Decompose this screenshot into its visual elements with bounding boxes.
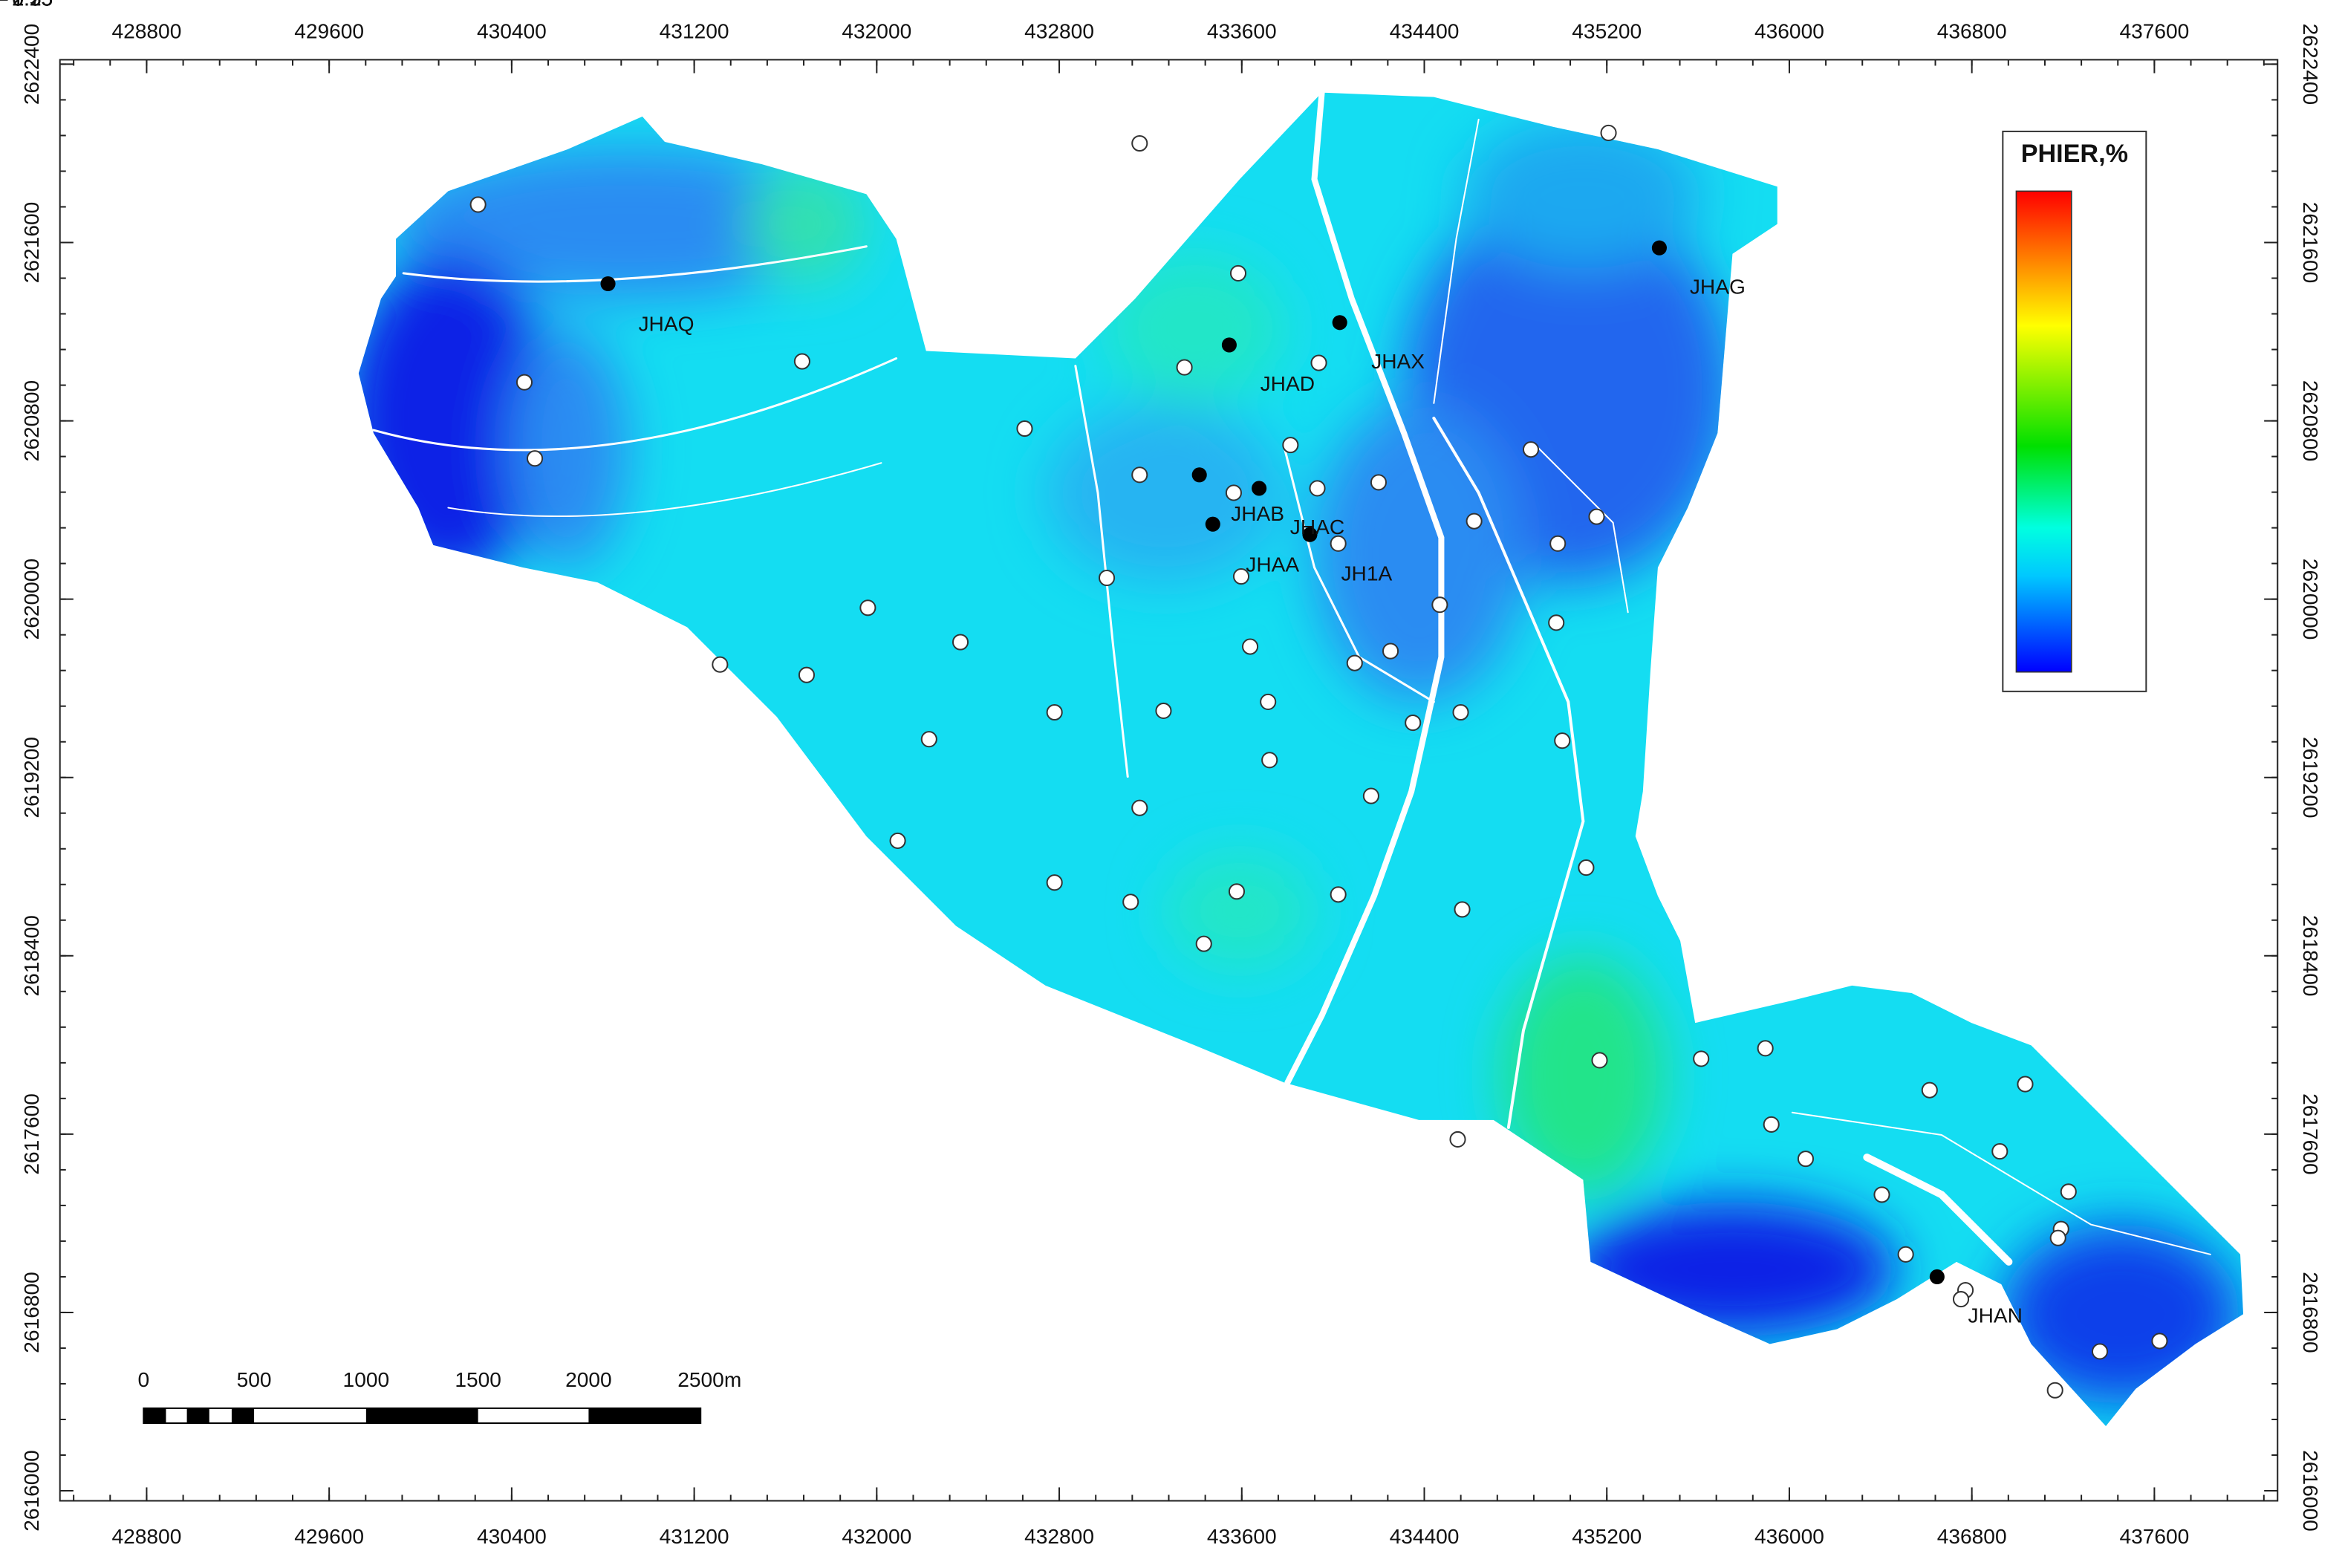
x-tick-label: 429600 bbox=[294, 20, 364, 43]
y-tick-label: 2617600 bbox=[2299, 1093, 2322, 1175]
well-label: JHAX bbox=[1371, 350, 1425, 373]
y-tick-label: 2620800 bbox=[20, 380, 43, 462]
scale-label: 1000 bbox=[343, 1368, 390, 1391]
legend-title: PHIER,% bbox=[2021, 140, 2128, 168]
x-tick-label: 431200 bbox=[660, 1525, 729, 1548]
legend-tick-label: 0 bbox=[12, 0, 24, 10]
y-tick-label: 2622400 bbox=[2299, 24, 2322, 105]
x-tick-label: 430400 bbox=[477, 1525, 547, 1548]
legend-tick-label: 1 bbox=[12, 0, 24, 10]
x-tick-label: 436000 bbox=[1754, 20, 1824, 43]
x-tick-label: 428800 bbox=[111, 20, 181, 43]
legend-tick-label: 2 bbox=[12, 0, 24, 10]
scale-label: 2000 bbox=[565, 1368, 612, 1391]
legend-tick-label: 0.25 bbox=[12, 0, 53, 10]
legend-tick-label: 0.75 bbox=[12, 0, 53, 10]
y-tick-label: 2620000 bbox=[2299, 559, 2322, 640]
legend-tick-label: 2.5 bbox=[12, 0, 41, 10]
y-tick-label: 2618400 bbox=[2299, 915, 2322, 997]
well-label: JHAA bbox=[1246, 553, 1299, 576]
legend: PHIER,% bbox=[2002, 130, 2147, 692]
y-tick-label: 2617600 bbox=[20, 1093, 43, 1175]
well-label: JHAC bbox=[1290, 515, 1344, 539]
y-tick-label: 2619200 bbox=[20, 737, 43, 819]
well-label: JHAG bbox=[1690, 275, 1746, 298]
x-tick-label: 428800 bbox=[111, 1525, 181, 1548]
well-label: JHAD bbox=[1261, 372, 1315, 395]
y-tick-label: 2622400 bbox=[20, 24, 43, 105]
y-tick-label: 2620000 bbox=[20, 559, 43, 640]
y-tick-label: 2616800 bbox=[20, 1272, 43, 1353]
x-tick-label: 433600 bbox=[1207, 20, 1277, 43]
y-tick-label: 2618400 bbox=[20, 915, 43, 997]
well-label: JHAB bbox=[1231, 502, 1284, 525]
x-tick-label: 435200 bbox=[1572, 20, 1642, 43]
wells: JHAQ JHAG JHAX JHAD JHAB JHAC JHAA JH1A … bbox=[469, 124, 2168, 1399]
y-tick-label: 2619200 bbox=[2299, 737, 2322, 819]
x-tick-label: 431200 bbox=[660, 20, 729, 43]
y-tick-label: 2621600 bbox=[20, 202, 43, 284]
x-tick-label: 430400 bbox=[477, 20, 547, 43]
scale-label: 0 bbox=[137, 1368, 149, 1391]
x-tick-label: 436800 bbox=[1937, 20, 2007, 43]
legend-tick-label: 1.75 bbox=[12, 0, 53, 10]
named-well-symbol bbox=[600, 240, 1945, 1285]
x-tick-label: 435200 bbox=[1572, 1525, 1642, 1548]
x-tick-label: 432800 bbox=[1024, 20, 1094, 43]
scale-label: 500 bbox=[237, 1368, 272, 1391]
well-symbol bbox=[469, 124, 2168, 1399]
well-label: JHAQ bbox=[638, 313, 694, 336]
scale-label: 2500m bbox=[677, 1368, 741, 1391]
y-tick-label: 2616000 bbox=[20, 1450, 43, 1531]
legend-tick-label: 2.75 bbox=[12, 0, 53, 10]
x-tick-label: 433600 bbox=[1207, 1525, 1277, 1548]
legend-tick-label: 1.25 bbox=[12, 0, 53, 10]
legend-tick-label: 1.5 bbox=[12, 0, 41, 10]
x-tick-label: 432000 bbox=[842, 1525, 911, 1548]
y-tick-label: 2620800 bbox=[2299, 380, 2322, 462]
y-tick-label: 2616000 bbox=[2299, 1450, 2322, 1531]
x-tick-label: 432000 bbox=[842, 20, 911, 43]
x-tick-label: 437600 bbox=[2119, 20, 2189, 43]
y-tick-label: 2616800 bbox=[2299, 1272, 2322, 1353]
x-tick-label: 436800 bbox=[1937, 1525, 2007, 1548]
well-label: JHAN bbox=[1968, 1304, 2023, 1327]
x-tick-label: 429600 bbox=[294, 1525, 364, 1548]
x-tick-label: 432800 bbox=[1024, 1525, 1094, 1548]
y-tick-label: 2621600 bbox=[2299, 202, 2322, 284]
legend-tick-label: 2.25 bbox=[12, 0, 53, 10]
x-tick-label: 437600 bbox=[2119, 1525, 2189, 1548]
x-tick-label: 434400 bbox=[1390, 1525, 1460, 1548]
well-label: JH1A bbox=[1341, 562, 1392, 585]
x-tick-label: 434400 bbox=[1390, 20, 1460, 43]
x-tick-label: 436000 bbox=[1754, 1525, 1824, 1548]
legend-tick-label: 0.5 bbox=[12, 0, 41, 10]
scale-label: 1500 bbox=[455, 1368, 501, 1391]
scale-bar: 0 500 1000 1500 2000 2500m bbox=[137, 1368, 741, 1424]
color-bar bbox=[2015, 190, 2072, 673]
